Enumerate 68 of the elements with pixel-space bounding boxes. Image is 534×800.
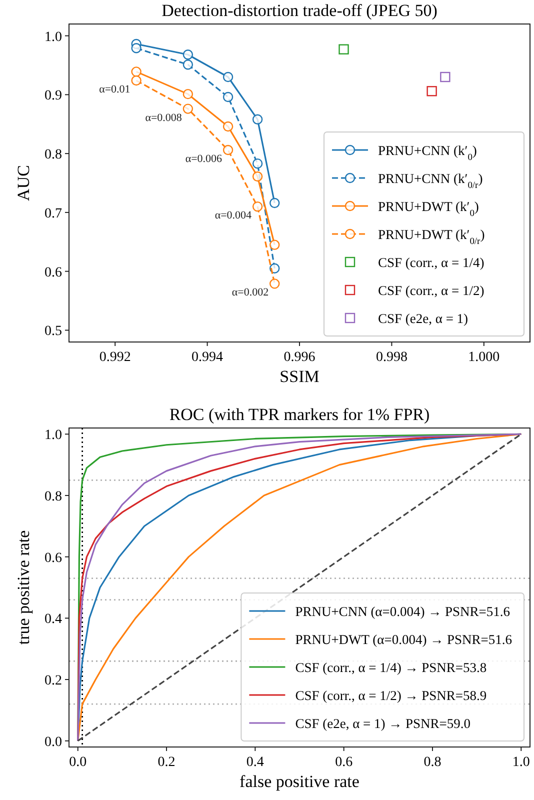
y-tick-label: 0.7 <box>44 206 62 222</box>
legend-label: PRNU+CNN (α=0.004) → PSNR=51.6 <box>295 604 510 619</box>
point <box>131 43 142 54</box>
x-tick-label: 0.992 <box>99 350 131 365</box>
x-tick-label: 1.0 <box>512 755 530 770</box>
point <box>222 72 234 82</box>
legend-label: PRNU+DWT (k′$_{0}$) <box>378 199 479 219</box>
point <box>252 171 263 182</box>
point <box>131 75 142 86</box>
x-tick-label: 0.996 <box>284 350 316 365</box>
chart-title: Detection-distortion trade-off (JPEG 50) <box>162 1 438 20</box>
point <box>222 144 234 156</box>
y-tick-label: 0.6 <box>44 265 62 280</box>
point <box>222 92 234 102</box>
legend-label: CSF (corr., α = 1/4) <box>378 255 484 270</box>
annotation: α=0.002 <box>232 286 269 299</box>
point <box>440 72 450 82</box>
y-tick-label: 0.8 <box>44 489 62 504</box>
y-tick-label: 0.0 <box>44 734 62 750</box>
point <box>182 104 194 114</box>
y-tick-label: 0.6 <box>44 550 62 566</box>
x-tick-label: 0.998 <box>376 350 408 365</box>
x-axis-title: SSIM <box>280 367 320 386</box>
y-axis-title: true positive rate <box>14 530 33 645</box>
legend-label: CSF (corr., α = 1/2) → PSNR=58.9 <box>295 688 487 703</box>
x-tick-label: 0.8 <box>424 755 442 770</box>
y-tick-label: 0.5 <box>44 324 62 340</box>
point <box>252 201 263 212</box>
x-tick-label: 0.6 <box>335 755 353 770</box>
y-tick-label: 1.0 <box>44 30 62 45</box>
legend-label: CSF (corr., α = 1/4) → PSNR=53.8 <box>295 660 487 675</box>
legend-label: PRNU+DWT (k′$_{0/r}$) <box>378 227 485 247</box>
chart-title: ROC (with TPR markers for 1% FPR) <box>169 405 430 424</box>
annotation: α=0.01 <box>99 84 130 96</box>
point <box>252 158 263 169</box>
y-tick-label: 0.4 <box>44 612 62 628</box>
x-tick-label: 0.2 <box>158 755 176 770</box>
y-tick-label: 0.2 <box>44 674 62 689</box>
legend-label: PRNU+DWT (α=0.004) → PSNR=51.6 <box>295 632 512 647</box>
point <box>270 198 280 208</box>
x-axis-title: false positive rate <box>240 772 360 791</box>
y-tick-label: 1.0 <box>44 428 62 444</box>
legend-label: PRNU+CNN (k′$_{0}$) <box>378 143 477 163</box>
annotation: α=0.004 <box>214 210 252 222</box>
annotation: α=0.008 <box>145 112 182 124</box>
x-tick-label: 0.0 <box>69 755 87 770</box>
annotation: α=0.006 <box>185 153 223 166</box>
x-tick-label: 0.4 <box>246 755 264 770</box>
point <box>222 121 234 132</box>
point <box>338 44 349 54</box>
point <box>270 240 280 250</box>
point <box>252 114 263 124</box>
legend-label: CSF (corr., α = 1/2) <box>378 283 484 298</box>
point <box>182 50 194 60</box>
y-axis-title: AUC <box>14 165 33 201</box>
legend-label: CSF (e2e, α = 1) → PSNR=59.0 <box>295 716 471 731</box>
y-tick-label: 0.9 <box>44 88 62 104</box>
legend-label: PRNU+CNN (k′$_{0/r}$) <box>378 171 483 191</box>
point <box>182 60 194 70</box>
x-tick-label: 0.994 <box>192 350 224 365</box>
point <box>270 278 280 289</box>
y-tick-label: 0.8 <box>44 148 62 163</box>
point <box>182 88 194 100</box>
point <box>426 86 437 96</box>
x-tick-label: 1.000 <box>468 350 500 365</box>
line-series <box>77 433 522 742</box>
point <box>131 66 142 77</box>
legend-label: CSF (e2e, α = 1) <box>378 311 468 326</box>
